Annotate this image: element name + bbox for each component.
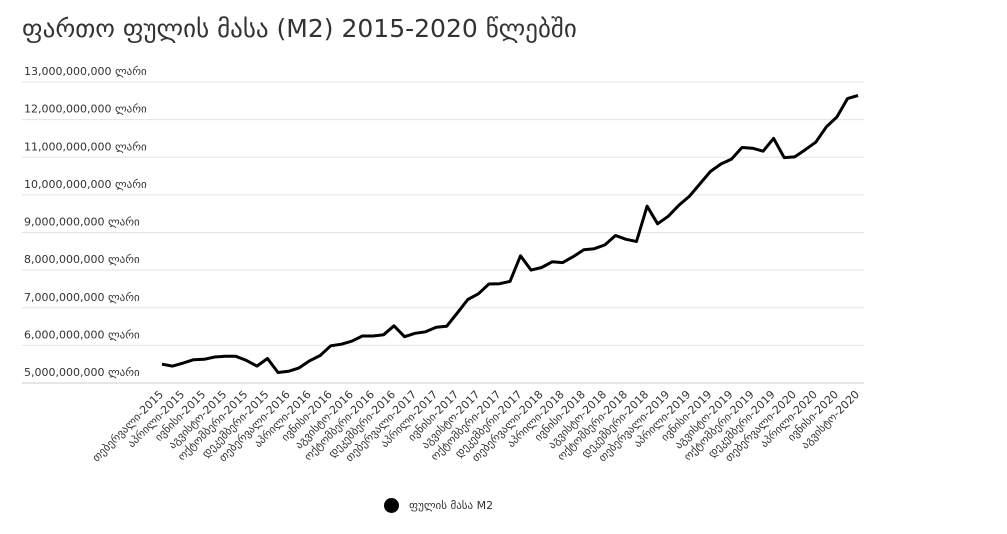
data-point[interactable] xyxy=(707,169,713,175)
data-point[interactable] xyxy=(844,96,850,102)
chart-title: ფართო ფულის მასა (M2) 2015-2020 წლებში xyxy=(22,14,577,43)
data-point[interactable] xyxy=(739,144,745,150)
data-point[interactable] xyxy=(170,363,176,369)
data-point[interactable] xyxy=(781,155,787,161)
series-layer xyxy=(159,93,861,375)
data-point[interactable] xyxy=(676,202,682,208)
data-point[interactable] xyxy=(444,323,450,329)
data-point[interactable] xyxy=(423,329,429,335)
data-point[interactable] xyxy=(412,330,418,336)
y-tick-label: 13,000,000,000 ლარი xyxy=(24,65,147,78)
data-point[interactable] xyxy=(338,341,344,347)
data-point[interactable] xyxy=(834,114,840,120)
data-point[interactable] xyxy=(486,281,492,287)
data-point[interactable] xyxy=(328,343,334,349)
legend-label: ფულის მასა M2 xyxy=(409,499,494,512)
legend[interactable]: ფულის მასა M2 xyxy=(384,498,493,513)
data-point[interactable] xyxy=(760,148,766,154)
data-point[interactable] xyxy=(644,203,650,209)
data-point[interactable] xyxy=(507,278,513,284)
legend-marker-icon xyxy=(384,498,399,513)
y-tick-label: 12,000,000,000 ლარი xyxy=(24,103,147,116)
data-point[interactable] xyxy=(243,357,249,363)
data-point[interactable] xyxy=(581,247,587,253)
data-point[interactable] xyxy=(391,323,397,329)
series-line[interactable] xyxy=(161,94,859,374)
y-tick-label: 8,000,000,000 ლარი xyxy=(24,253,140,266)
data-point[interactable] xyxy=(286,368,292,374)
data-point[interactable] xyxy=(560,260,566,266)
gridlines xyxy=(22,81,864,346)
data-point[interactable] xyxy=(201,356,207,362)
data-point[interactable] xyxy=(623,236,629,242)
y-tick-label: 6,000,000,000 ლარი xyxy=(24,328,140,341)
data-point[interactable] xyxy=(802,147,808,153)
data-point[interactable] xyxy=(433,324,439,330)
data-point[interactable] xyxy=(855,93,861,99)
y-tick-label: 11,000,000,000 ლარი xyxy=(24,140,147,153)
data-point[interactable] xyxy=(317,353,323,359)
data-point[interactable] xyxy=(254,363,260,369)
data-point[interactable] xyxy=(771,135,777,141)
data-point[interactable] xyxy=(539,264,545,270)
y-tick-label: 10,000,000,000 ლარი xyxy=(24,178,147,191)
data-point[interactable] xyxy=(222,353,228,359)
x-axis-tick-labels: თებერვალი-2015აპრილი-2015ივნისი-2015აგვი… xyxy=(90,388,862,464)
y-axis-tick-labels: 5,000,000,000 ლარი 6,000,000,000 ლარი 7,00… xyxy=(24,65,147,379)
y-tick-label: 9,000,000,000 ლარი xyxy=(24,216,140,229)
data-point[interactable] xyxy=(402,334,408,340)
data-point[interactable] xyxy=(612,233,618,239)
data-point[interactable] xyxy=(296,365,302,371)
data-point[interactable] xyxy=(380,332,386,338)
data-point[interactable] xyxy=(718,161,724,167)
data-point[interactable] xyxy=(549,259,555,265)
y-tick-label: 5,000,000,000 ლარი xyxy=(24,366,140,379)
data-point[interactable] xyxy=(591,246,597,252)
data-point[interactable] xyxy=(750,145,756,151)
data-point[interactable] xyxy=(307,358,313,364)
data-point[interactable] xyxy=(475,291,481,297)
data-point[interactable] xyxy=(233,353,239,359)
data-point[interactable] xyxy=(528,267,534,273)
data-point[interactable] xyxy=(159,361,165,367)
data-point[interactable] xyxy=(264,356,270,362)
data-point[interactable] xyxy=(349,338,355,344)
data-point[interactable] xyxy=(634,239,640,245)
data-point[interactable] xyxy=(496,281,502,287)
data-point[interactable] xyxy=(813,139,819,145)
y-tick-label: 7,000,000,000 ლარი xyxy=(24,291,140,304)
data-point[interactable] xyxy=(370,333,376,339)
data-point[interactable] xyxy=(655,221,661,227)
data-point[interactable] xyxy=(212,354,218,360)
data-point[interactable] xyxy=(359,333,365,339)
data-point[interactable] xyxy=(275,369,281,375)
data-point[interactable] xyxy=(180,360,186,366)
data-point[interactable] xyxy=(697,181,703,187)
data-point[interactable] xyxy=(665,213,671,219)
data-point[interactable] xyxy=(728,156,734,162)
data-point[interactable] xyxy=(792,154,798,160)
data-point[interactable] xyxy=(454,310,460,316)
data-point[interactable] xyxy=(602,242,608,248)
data-point[interactable] xyxy=(570,254,576,260)
data-point[interactable] xyxy=(191,357,197,363)
data-point[interactable] xyxy=(465,296,471,302)
data-point[interactable] xyxy=(518,253,524,259)
data-point[interactable] xyxy=(686,193,692,199)
data-point[interactable] xyxy=(823,124,829,130)
